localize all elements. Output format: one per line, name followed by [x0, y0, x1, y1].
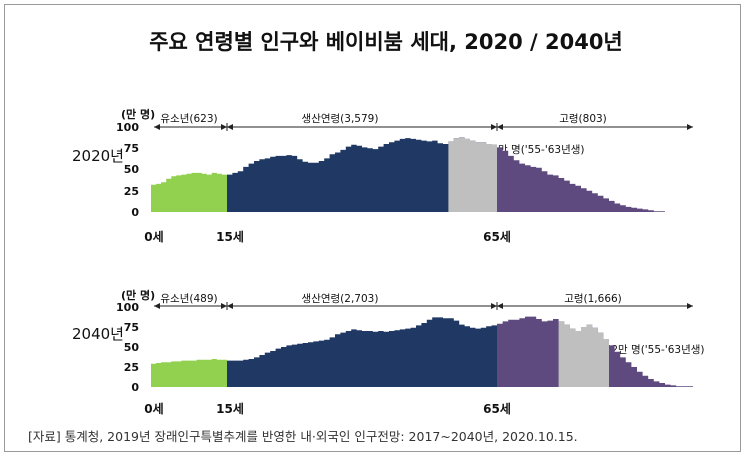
y-unit-label: (만 명) — [121, 107, 155, 121]
arrow-head — [221, 124, 227, 130]
y-unit-label: (만 명) — [121, 288, 155, 302]
working-area — [227, 317, 497, 387]
chart-title: 주요 연령별 인구와 베이비붐 세대, 2020 / 2040년 — [149, 30, 623, 54]
y-tick-label: 50 — [124, 341, 140, 354]
youth-area — [151, 172, 227, 212]
y-tick-label: 0 — [131, 206, 139, 219]
babyboom-area — [448, 137, 497, 212]
y-tick-label: 100 — [116, 301, 139, 314]
segment-label-elderly: 고령(1,666) — [564, 293, 622, 305]
figure-frame — [4, 4, 741, 452]
arrow-head — [154, 303, 160, 309]
babyboom-area — [558, 321, 609, 387]
x-tick-label: 15세 — [216, 229, 244, 244]
x-tick-label: 65세 — [483, 229, 511, 244]
y-tick-label: 0 — [131, 381, 139, 394]
babyboom-annotation: 542만 명('55-'63년생) — [598, 344, 705, 356]
arrow-head — [491, 303, 497, 309]
arrow-head — [687, 303, 693, 309]
x-tick-label: 0세 — [144, 229, 163, 244]
elderly-area — [497, 147, 693, 212]
segment-label-youth: 유소년(623) — [160, 113, 217, 125]
arrow-head — [154, 124, 160, 130]
y-tick-label: 25 — [124, 361, 139, 374]
segment-label-elderly: 고령(803) — [559, 113, 607, 125]
panel-year-label: 2040년 — [72, 325, 124, 343]
arrow-head — [221, 303, 227, 309]
source-note: [자료] 통계청, 2019년 장래인구특별추계를 반영한 내·외국인 인구전망… — [28, 429, 578, 444]
arrow-head — [687, 124, 693, 130]
x-tick-label: 0세 — [144, 401, 163, 416]
working-area — [227, 137, 497, 212]
y-tick-label: 50 — [124, 163, 140, 176]
panel-2040: 2040년 (만 명) 100 75 50 25 0 유소년(489) 생산연령… — [72, 288, 704, 416]
y-tick-label: 25 — [124, 185, 139, 198]
y-tick-label: 75 — [124, 142, 139, 155]
arrow-head — [227, 303, 233, 309]
panel-year-label: 2020년 — [72, 147, 124, 165]
arrow-head — [491, 124, 497, 130]
youth-area — [151, 359, 227, 387]
x-tick-label: 65세 — [483, 401, 511, 416]
segment-label-youth: 유소년(489) — [160, 293, 217, 305]
segment-label-working: 생산연령(3,579) — [302, 113, 379, 125]
segment-label-working: 생산연령(2,703) — [302, 293, 379, 305]
x-tick-label: 15세 — [216, 401, 244, 416]
arrow-head — [227, 124, 233, 130]
arrow-head — [497, 124, 503, 130]
arrow-head — [497, 303, 503, 309]
y-tick-label: 75 — [124, 321, 139, 334]
y-tick-label: 100 — [116, 121, 139, 134]
panel-2020: 2020년 (만 명) 100 75 50 25 0 유소년(623) 생산연령… — [72, 107, 693, 244]
